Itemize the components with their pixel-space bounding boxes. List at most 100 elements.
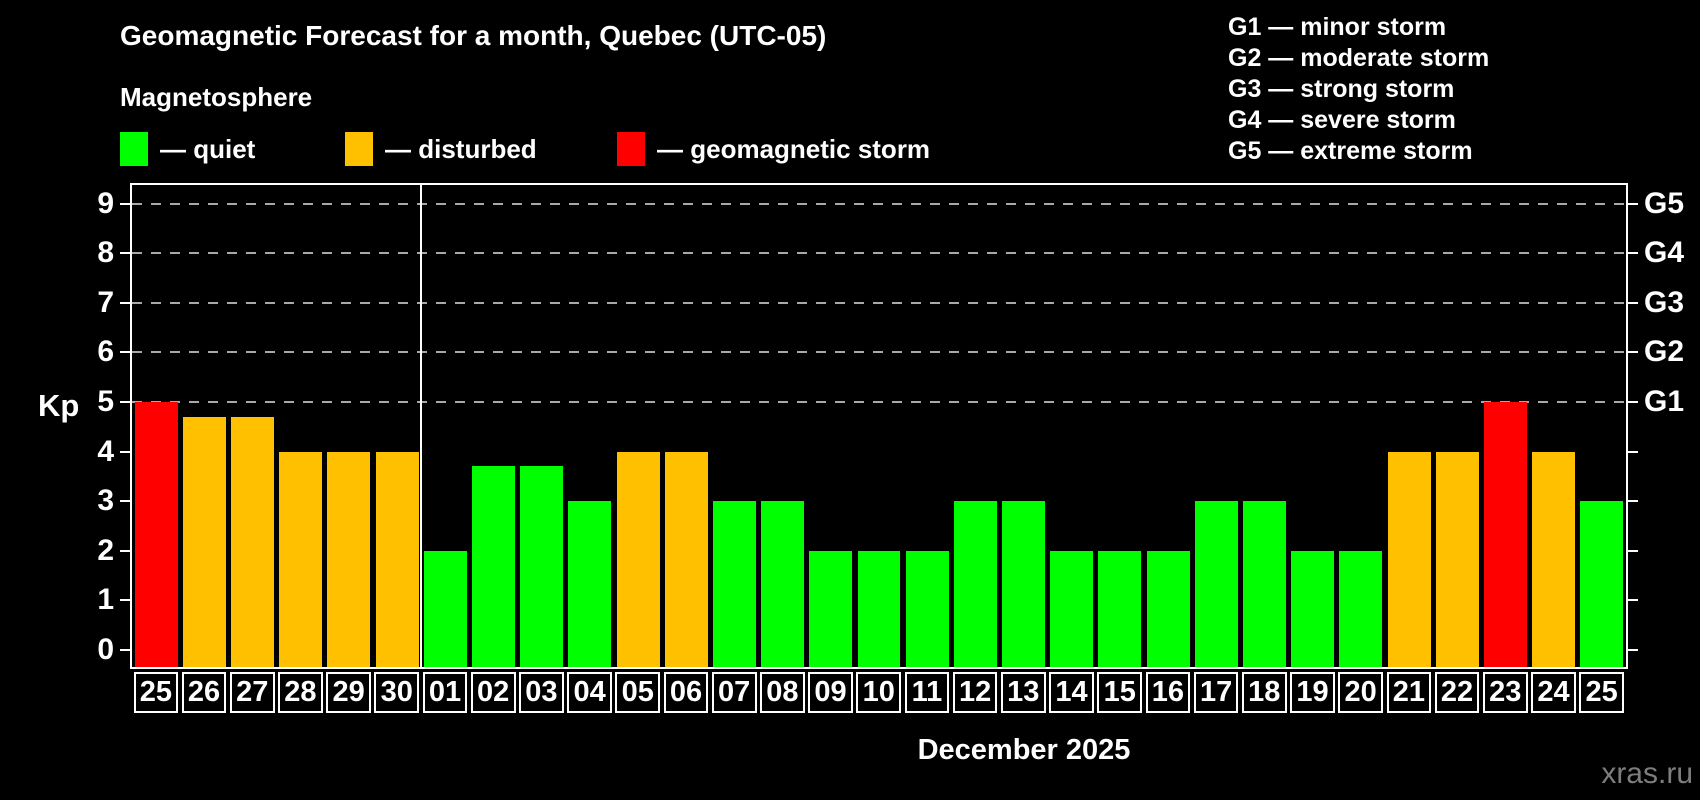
kp-bar [761,501,805,667]
kp-bar [1484,401,1527,667]
day-label-box: 11 [904,672,950,713]
kp-bar-chart: 0 1 2 3 4 5 6 7 8 9 G1 G2 G3 G4 G5 25 26 27 28 29 30 01 02 03 04… [97,183,1684,713]
day-label-box: 28 [278,672,323,713]
kp-gridline [132,252,1626,255]
g-legend-line: G2 — moderate storm [1228,44,1490,72]
g-scale-legend: G1 — minor storm G2 — moderate storm G3 — … [1228,12,1489,167]
right-axis-tick [1628,400,1638,403]
kp-bar [809,550,853,667]
y-tick-label: 3 [97,484,114,518]
day-label-box: 02 [470,672,516,713]
kp-bar [712,501,756,667]
page-title: Geomagnetic Forecast for a month, Quebec… [120,20,827,51]
y-axis-title: Kp [38,388,80,423]
right-axis-tick [1628,351,1638,354]
legend-label: — quiet [160,133,256,164]
day-label-box: 13 [1000,672,1046,713]
kp-bar [1339,550,1383,667]
kp-gridline [132,301,1626,304]
kp-bar [230,416,274,667]
right-axis-tick [1628,301,1638,304]
kp-bar [423,550,467,667]
day-label-box: 03 [519,672,564,713]
g-axis-label: G5 [1644,186,1685,220]
y-axis-tick [120,351,130,354]
kp-bar [327,451,371,667]
day-label-box: 10 [856,672,902,713]
kp-gridline [132,351,1626,354]
day-label-box: 17 [1193,672,1239,713]
day-label-box: 22 [1434,672,1480,713]
kp-gridline [132,202,1626,205]
kp-bar [1532,451,1576,667]
kp-bar [616,451,660,667]
kp-bar [857,550,901,667]
day-label-box: 12 [952,672,998,713]
legend-item-quiet: — quiet [120,131,255,167]
watermark: xras.ru [1601,757,1693,790]
day-label-box: 06 [663,672,709,713]
y-axis-tick [120,301,130,304]
kp-bar [1002,501,1046,667]
kp-bar [520,466,564,667]
plot-frame [130,183,1628,669]
day-label-box: 26 [181,672,227,713]
day-label-box: 19 [1290,672,1335,713]
kp-bar [182,416,226,667]
kp-bar [1243,501,1287,667]
kp-gridline [132,400,1626,403]
day-label-box: 09 [808,672,853,713]
kp-bar [1387,451,1431,667]
kp-bar [471,466,515,667]
y-axis-tick [120,400,130,403]
month-separator-line [420,185,423,667]
kp-bar [1435,451,1479,667]
day-label-box: 21 [1386,672,1432,713]
y-tick-label: 7 [97,285,114,319]
legend-item-disturbed: — disturbed [345,131,537,167]
disturbed-color-swatch [345,132,373,166]
right-axis-tick [1628,202,1638,205]
day-label-box: 30 [374,672,420,713]
y-tick-label: 4 [97,434,114,468]
y-tick-label: 0 [97,632,114,666]
storm-color-swatch [617,132,645,166]
legend-label: — geomagnetic storm [657,133,931,164]
kp-bar [1291,550,1335,667]
kp-bar [1580,501,1624,667]
day-label-box: 25 [133,672,179,713]
day-label-box: 27 [229,672,275,713]
day-label-box: 16 [1145,672,1191,713]
day-label-box: 01 [422,672,468,713]
y-axis-tick [120,450,130,453]
kp-bar [1050,550,1094,667]
y-axis-tick [120,500,130,503]
day-label-box: 25 [1579,672,1624,713]
g-axis-label: G1 [1644,384,1685,418]
kp-bar [568,501,612,667]
kp-bar [1194,501,1238,667]
right-axis-tick [1628,252,1638,255]
day-label-box: 05 [615,672,661,713]
kp-bar [664,451,708,667]
y-axis-tick [120,648,130,651]
y-tick-label: 1 [97,583,114,617]
y-tick-label: 5 [97,384,114,418]
y-axis-tick [120,599,130,602]
g-legend-line: G4 — severe storm [1228,106,1456,134]
y-axis-tick [120,549,130,552]
g-legend-line: G3 — strong storm [1228,75,1455,103]
day-label-box: 20 [1338,672,1384,713]
right-axis-tick [1628,450,1638,453]
y-axis-tick [120,252,130,255]
g-axis-label: G4 [1644,236,1685,270]
day-label-box: 07 [711,672,757,713]
y-tick-label: 6 [97,335,114,369]
g-legend-line: G5 — extreme storm [1228,137,1473,165]
right-axis-tick [1628,648,1638,651]
g-axis-label: G2 [1644,335,1685,369]
kp-bar [134,401,178,667]
right-axis-tick [1628,500,1638,503]
y-axis-tick [120,202,130,205]
